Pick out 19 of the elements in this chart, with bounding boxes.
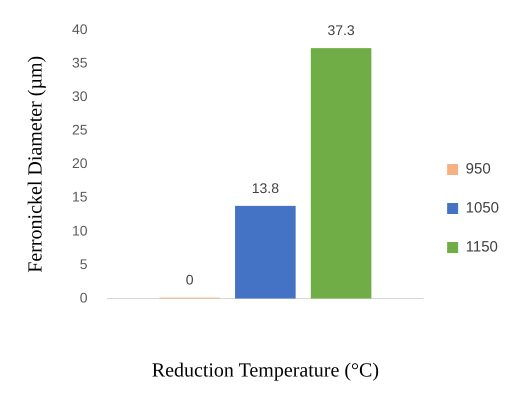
y-tick-label: 30 bbox=[72, 88, 88, 104]
y-axis-title: Ferronickel Diameter (µm) bbox=[24, 56, 46, 273]
legend-label: 1150 bbox=[466, 238, 498, 256]
y-tick-label: 40 bbox=[72, 20, 88, 37]
data-label: 37.3 bbox=[327, 22, 355, 38]
legend-label: 950 bbox=[466, 160, 491, 178]
data-label: 0 bbox=[186, 271, 194, 288]
legend-label: 1050 bbox=[466, 200, 500, 217]
y-tick-label: 35 bbox=[72, 54, 88, 70]
x-axis-title: Reduction Temperature (°C) bbox=[152, 359, 379, 382]
y-tick-label: 5 bbox=[80, 256, 88, 272]
y-tick-label: 0 bbox=[80, 289, 88, 306]
y-tick-label: 10 bbox=[72, 222, 88, 238]
y-tick-label: 15 bbox=[72, 188, 88, 205]
bar bbox=[310, 48, 372, 299]
bar bbox=[235, 206, 296, 299]
y-tick-label: 25 bbox=[72, 122, 88, 138]
y-tick-label: 20 bbox=[72, 155, 88, 172]
data-label: 13.8 bbox=[252, 180, 280, 196]
